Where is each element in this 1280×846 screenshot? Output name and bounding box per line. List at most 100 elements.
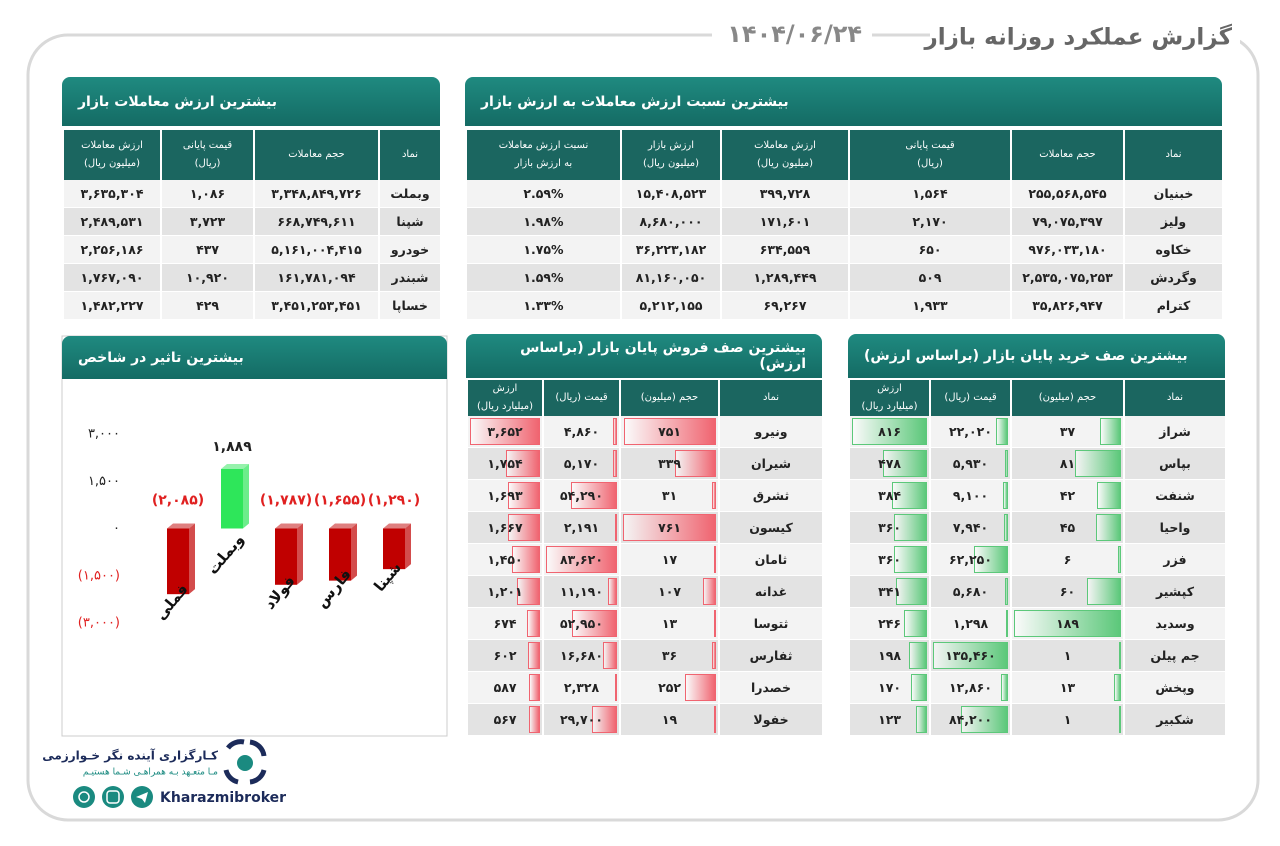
text: شپنا [396,214,424,229]
table-cell: فزر [1123,544,1225,576]
text: جم پیلن [1150,648,1200,663]
bar-side [297,523,303,585]
table-cell: ۱,۹۳۳ [848,292,1010,320]
data-bar [615,514,617,541]
text: ثفارس [749,648,793,663]
text: وبملت [390,186,430,201]
data-bar [1000,674,1008,701]
table-title: بیشترین ارزش معاملات بازار [62,77,440,126]
data-bar [893,546,927,573]
table-cell: ثتوسا [718,608,822,640]
text: ۷,۹۴۰ [952,520,989,535]
bar [383,528,405,570]
text: (ریال) [194,158,221,169]
text: ۶۷۴ [493,616,517,631]
bar-side [243,463,249,529]
table-cell: خساپا [378,292,440,320]
text: ۱۳ [1059,680,1076,695]
logo-arc [226,739,245,750]
instagram-icon[interactable] [102,786,124,808]
bar-top [167,523,195,529]
text: بیشترین صف فروش پایان بازار (براساس ارزش… [520,340,806,372]
text: ۱۲۳ [878,712,901,727]
data-bar [1002,482,1008,509]
text: ۳,۶۳۵,۳۰۴ [80,186,144,201]
table-cell: ولیز [1123,208,1222,236]
table-cell: ۱,۲۹۸ [929,608,1010,640]
company-name: کـارگزاری آینده نگر خـوارزمی [42,748,218,764]
text: (ریال) [917,158,943,169]
text: ۶۳۴,۵۵۹ [759,242,811,257]
table-cell: ۸۴,۲۰۰ [929,704,1010,736]
data-bar [961,706,1008,733]
data-bar [1097,482,1121,509]
date-gap [712,18,872,54]
data-bar [602,642,617,669]
table-cell: ۱۲,۸۶۰ [929,672,1010,704]
table-cell: ۱۷۱,۶۰۱ [720,208,848,236]
data-bar [908,642,927,669]
text: ۵,۱۷۰ [563,456,600,471]
table-cell: خبنیان [1123,180,1222,208]
data-bar [891,482,927,509]
table-cell: ۱۹ [619,704,718,736]
text: ثامان [754,552,788,567]
text: ۱۶,۶۸۰ [560,648,603,663]
text: ۲,۳۲۸ [563,680,600,695]
table-cell: ۳۶۰ [848,544,929,576]
text: ۱۰,۹۲۰ [186,270,229,285]
text: ۳۵,۸۲۶,۹۴۷ [1032,298,1103,313]
bar-side [405,523,411,570]
chart-frame [61,335,448,737]
text: ۱,۲۸۹,۴۴۹ [753,270,817,285]
table-cell: شنفت [1123,480,1225,512]
site-name: Kharazmibroker [160,790,286,806]
table-cell: ۱۳ [1010,672,1123,704]
text: بیشترین ارزش معاملات بازار [78,93,277,110]
table-cell: ۲۹,۷۰۰ [542,704,619,736]
text: ۱.۵۹% [523,270,564,285]
table-cell: ۳۳۹ [619,448,718,480]
text: ولیز [1160,214,1187,229]
text: ۴۲۹ [196,298,219,313]
report-date: ۱۴۰۴/۰۶/۲۴ [727,20,862,48]
bar-top [383,523,411,529]
text: کترام [1156,298,1191,313]
text: ۳۴۱ [878,584,901,599]
text: ۲۲,۰۲۰ [949,424,992,439]
text: وسدید [1155,616,1195,631]
data-bar [615,674,617,701]
text: ۳۷ [1059,424,1076,439]
text: قیمت پایانی [182,140,233,151]
column-header: ارزش بازار (میلیون ریال) [620,130,720,180]
data-bar [528,642,540,669]
table-cell: ۱,۶۶۷ [466,512,542,544]
text: ۱۱,۱۹۰ [560,584,603,599]
slogan: مـا متعـهد بـه همراهـی شـما هستیـم [83,768,218,778]
text: ۱,۹۳۳ [912,298,948,313]
table-cell: ۴۳۷ [160,236,253,264]
text: ۱۵,۴۰۸,۵۲۳ [635,186,707,201]
data-bar [612,418,617,445]
text: نماد [401,149,419,160]
text: شبندر [391,270,429,285]
table-cell: ۲.۵۹% [465,180,620,208]
text: ۸۴,۲۰۰ [949,712,992,727]
table-cell: ۳۱ [619,480,718,512]
text: ۵۴,۲۹۰ [560,488,603,503]
text: ۱۲,۸۶۰ [949,680,992,695]
table-cell: ۳,۳۴۸,۸۴۹,۷۲۶ [253,180,378,208]
text: ۱,۷۵۴ [487,456,523,471]
web-icon[interactable] [73,786,95,808]
text: نماد [1165,149,1182,160]
table-cell: خودرو [378,236,440,264]
table-cell: ۵,۲۱۲,۱۵۵ [620,292,720,320]
y-tick-label: ۱,۵۰۰ [88,474,120,489]
text: ۲.۵۹% [523,186,564,201]
text: ۱۷۰ [878,680,901,695]
text: ۷۶۱ [658,520,681,535]
data-bar [711,642,716,669]
data-bar [674,450,716,477]
data-bar [1004,450,1008,477]
data-bar [1113,674,1121,701]
